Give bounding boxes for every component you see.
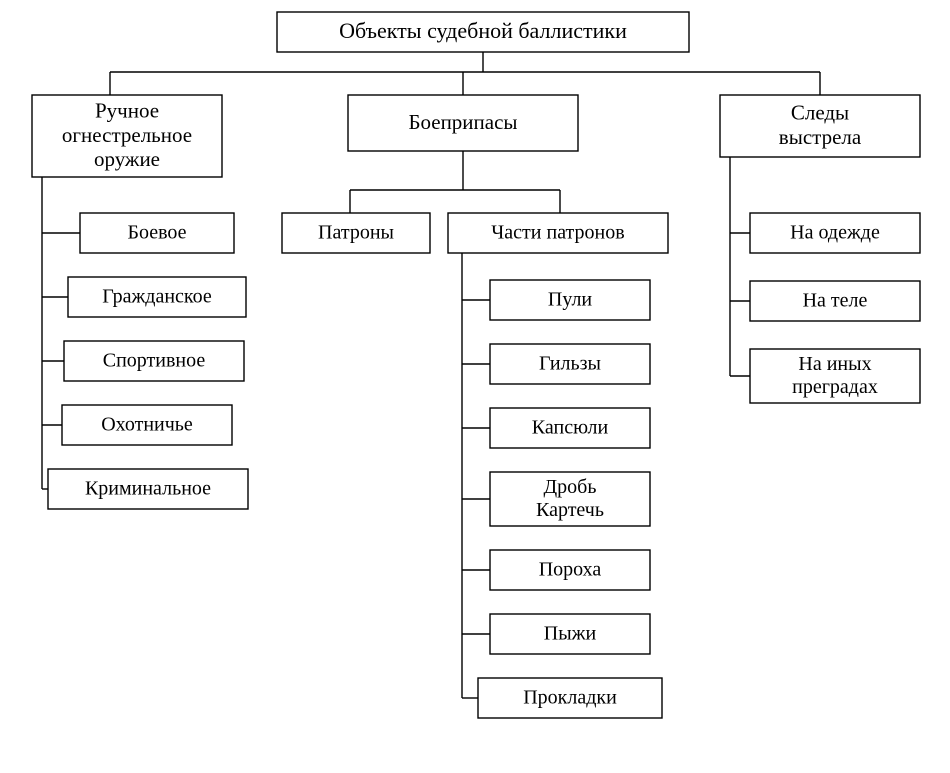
node-label: На теле [803, 290, 868, 312]
node-label: Объекты судебной баллистики [339, 18, 627, 43]
node-label: На одежде [790, 222, 880, 244]
node-label: Гражданское [102, 286, 212, 308]
node-w4: Охотничье [62, 405, 232, 445]
node-t1: На одежде [750, 213, 920, 253]
node-label: огнестрельное [62, 123, 192, 147]
node-label: Ручное [95, 99, 159, 123]
node-label: Патроны [318, 222, 394, 244]
node-p5: Пороха [490, 550, 650, 590]
node-trace: Следывыстрела [720, 95, 920, 157]
node-w2: Гражданское [68, 277, 246, 317]
node-label: На иных [798, 353, 871, 375]
node-label: Криминальное [85, 478, 211, 500]
ballistics-tree-diagram: Объекты судебной баллистики Ручноеогнестр… [0, 0, 950, 773]
node-t2: На теле [750, 281, 920, 321]
node-w3: Спортивное [64, 341, 244, 381]
node-label: Дробь [544, 476, 597, 498]
node-label: Следы [791, 101, 849, 125]
node-w5: Криминальное [48, 469, 248, 509]
node-label: Картечь [536, 499, 604, 521]
node-label: Спортивное [103, 350, 206, 372]
node-label: Пыжи [544, 623, 597, 645]
node-p4: ДробьКартечь [490, 472, 650, 526]
node-p1: Пули [490, 280, 650, 320]
node-p3: Капсюли [490, 408, 650, 448]
node-label: Охотничье [101, 414, 193, 436]
node-label: Части патронов [491, 222, 624, 244]
node-t3: На иныхпреградах [750, 349, 920, 403]
node-p2: Гильзы [490, 344, 650, 384]
node-ammo: Боеприпасы [348, 95, 578, 151]
node-label: Капсюли [532, 417, 609, 439]
node-label: оружие [94, 147, 160, 171]
node-a2: Части патронов [448, 213, 668, 253]
node-weap: Ручноеогнестрельноеоружие [32, 95, 222, 177]
node-label: Гильзы [539, 353, 601, 375]
node-p7: Прокладки [478, 678, 662, 718]
node-a1: Патроны [282, 213, 430, 253]
node-root: Объекты судебной баллистики [277, 12, 689, 52]
node-label: выстрела [779, 125, 862, 149]
node-label: Боевое [127, 222, 186, 244]
node-w1: Боевое [80, 213, 234, 253]
node-label: Пороха [539, 559, 602, 581]
node-label: Прокладки [523, 687, 617, 709]
node-label: преградах [792, 376, 878, 398]
node-label: Пули [548, 289, 593, 311]
nodes-group: Объекты судебной баллистики Ручноеогнестр… [32, 12, 920, 718]
node-p6: Пыжи [490, 614, 650, 654]
node-label: Боеприпасы [408, 110, 517, 134]
